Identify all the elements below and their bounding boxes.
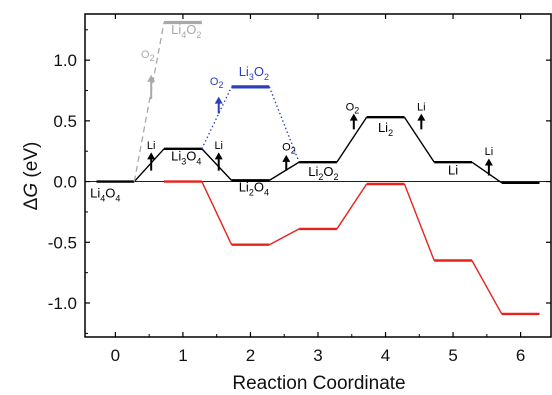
- species-label-text: O: [323, 164, 333, 179]
- arrow-head: [282, 154, 291, 162]
- y-axis-title: ΔG (eV): [21, 142, 42, 211]
- species-label-text: Li: [308, 164, 318, 179]
- species-label-subscript: 2: [334, 172, 339, 182]
- arrow-head: [349, 113, 358, 121]
- arrow-label-text: O: [282, 141, 291, 153]
- species-label-text: O: [186, 148, 196, 163]
- y-tick-label: 0.5: [53, 112, 77, 131]
- arrow-label-subscript: 2: [150, 53, 155, 63]
- arrow-head: [417, 113, 426, 121]
- axes-layer: 0 1 2 3 4 5 61.00.50.0-0.5-1.0: [48, 13, 552, 365]
- x-axis-title: Reaction Coordinate: [232, 373, 405, 394]
- species-label: Li: [448, 162, 458, 177]
- species-label-text: O: [254, 179, 264, 194]
- species-label: Li2O4: [239, 179, 269, 197]
- arrow-label: O2: [141, 49, 155, 63]
- arrow-head: [214, 152, 223, 160]
- species-label-text: Li: [171, 148, 181, 163]
- species-label-subscript: 2: [264, 72, 269, 82]
- series-black-connector: [201, 148, 233, 181]
- species-label-subscript: 2: [388, 128, 393, 138]
- x-tick-label: 0: [111, 346, 120, 365]
- y-axis-title-unit: (eV): [21, 142, 42, 183]
- y-tick-label: 0.0: [53, 173, 77, 192]
- species-label-text: O: [254, 64, 264, 79]
- species-label-text: Li: [90, 185, 100, 200]
- species-label: Li3O2: [239, 64, 269, 82]
- arrow-label-text: O: [141, 49, 150, 61]
- arrow-label-text: Li: [417, 101, 426, 113]
- arrow-label: Li: [485, 146, 494, 158]
- arrow-label-text: Li: [485, 146, 494, 158]
- species-label-subscript: 4: [264, 187, 269, 197]
- x-tick-label: 3: [313, 346, 322, 365]
- species-label: Li2O2: [308, 164, 338, 182]
- arrow-head: [484, 158, 493, 166]
- x-tick-label: 2: [246, 346, 255, 365]
- species-label-text: Li: [448, 162, 458, 177]
- x-tick-label: 5: [448, 346, 457, 365]
- series-blue-connector: [268, 86, 300, 163]
- species-label-text: Li: [378, 120, 388, 135]
- series-red-connector: [201, 181, 233, 246]
- series-black-connector: [336, 116, 368, 163]
- series-black-connector: [471, 161, 503, 184]
- species-label-text: O: [186, 22, 196, 37]
- arrow-label: Li: [417, 101, 426, 113]
- arrow-label: Li: [147, 140, 156, 152]
- y-tick-label: -1.0: [48, 294, 77, 313]
- arrow-label-text: Li: [214, 140, 223, 152]
- species-label: Li4O4: [90, 185, 120, 203]
- series-red-connector: [403, 183, 435, 261]
- y-axis-title-var: G: [21, 183, 42, 198]
- species-label-subscript: 2: [249, 187, 254, 197]
- y-tick-label: 1.0: [53, 51, 77, 70]
- arrow-head: [147, 152, 156, 160]
- arrow-label: O2: [346, 101, 360, 115]
- y-tick-label: -0.5: [48, 233, 77, 252]
- arrow-head: [147, 74, 156, 82]
- species-label-subscript: 4: [100, 193, 105, 203]
- series-black-connector: [403, 116, 435, 163]
- x-tick-label: 6: [516, 346, 525, 365]
- species-label-text: O: [105, 185, 115, 200]
- species-label-text: Li: [171, 22, 181, 37]
- species-label-text: Li: [239, 64, 249, 79]
- series-red-connector: [336, 183, 368, 230]
- species-label-subscript: 2: [318, 172, 323, 182]
- series-gray-connector: [133, 22, 165, 182]
- series-black-connector: [133, 148, 165, 183]
- arrow-label-subscript: 2: [218, 80, 223, 90]
- species-label: Li2: [378, 120, 393, 138]
- species-label: Li4O2: [171, 22, 201, 40]
- series-black-connector: [269, 161, 300, 181]
- arrow-label: O2: [210, 76, 224, 90]
- species-label-text: Li: [239, 179, 249, 194]
- arrow-label-text: Li: [147, 140, 156, 152]
- y-axis-title-delta: Δ: [21, 197, 42, 210]
- series-blue-connector: [201, 86, 233, 150]
- species-label-subscript: 4: [115, 193, 120, 203]
- x-tick-label: 4: [381, 346, 390, 365]
- arrow-label: O2: [282, 141, 296, 155]
- arrow-head: [214, 96, 223, 104]
- arrow-label-subscript: 2: [354, 105, 359, 115]
- species-label-subscript: 3: [249, 72, 254, 82]
- series-red-connector: [471, 260, 503, 315]
- arrow-label-subscript: 2: [291, 145, 296, 155]
- arrow-label: Li: [214, 140, 223, 152]
- species-label-subscript: 2: [196, 30, 201, 40]
- arrow-label-text: O: [210, 76, 219, 88]
- data-layer: [96, 20, 540, 316]
- x-tick-label: 1: [178, 346, 187, 365]
- species-label-subscript: 3: [181, 156, 186, 166]
- arrow-label-text: O: [346, 101, 355, 113]
- species-label-subscript: 4: [181, 30, 186, 40]
- species-label-subscript: 4: [196, 156, 201, 166]
- species-label: Li3O4: [171, 148, 201, 166]
- series-red-connector: [269, 228, 300, 246]
